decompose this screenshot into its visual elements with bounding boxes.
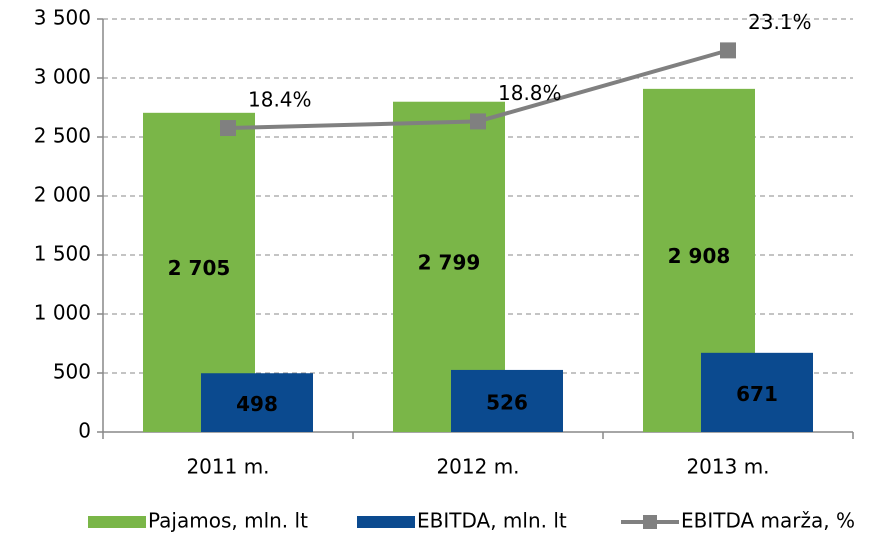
data-label: 2 799 bbox=[418, 250, 481, 274]
data-label: 498 bbox=[236, 392, 278, 416]
legend-label: EBITDA marža, % bbox=[681, 509, 855, 533]
y-tick-label: 500 bbox=[53, 360, 91, 384]
data-label: 18.8% bbox=[498, 81, 562, 105]
y-tick-label: 2 500 bbox=[34, 124, 91, 148]
y-tick-label: 2 000 bbox=[34, 183, 91, 207]
marker bbox=[720, 42, 736, 59]
y-tick-label: 1 500 bbox=[34, 242, 91, 266]
bar bbox=[201, 373, 313, 432]
x-tick-label: 2011 m. bbox=[186, 455, 269, 479]
legend-swatch bbox=[357, 516, 415, 528]
marker bbox=[470, 113, 486, 130]
legend-label: EBITDA, mln. lt bbox=[417, 509, 567, 533]
legend-marker bbox=[643, 515, 657, 529]
x-tick-label: 2013 m. bbox=[686, 455, 769, 479]
bar bbox=[701, 352, 813, 432]
data-label: 2 705 bbox=[168, 256, 231, 280]
y-tick-label: 3 500 bbox=[34, 6, 91, 30]
data-label: 526 bbox=[486, 390, 528, 414]
data-label: 23.1% bbox=[748, 10, 812, 34]
legend-label: Pajamos, mln. lt bbox=[148, 509, 308, 533]
y-tick-label: 0 bbox=[78, 419, 91, 443]
y-tick-label: 3 000 bbox=[34, 65, 91, 89]
x-tick-label: 2012 m. bbox=[436, 455, 519, 479]
data-label: 2 908 bbox=[668, 244, 731, 268]
data-label: 671 bbox=[736, 382, 778, 406]
bar bbox=[451, 369, 563, 432]
y-tick-label: 1 000 bbox=[34, 301, 91, 325]
marker bbox=[220, 120, 236, 137]
legend-swatch bbox=[88, 516, 146, 528]
data-label: 18.4% bbox=[248, 88, 312, 112]
